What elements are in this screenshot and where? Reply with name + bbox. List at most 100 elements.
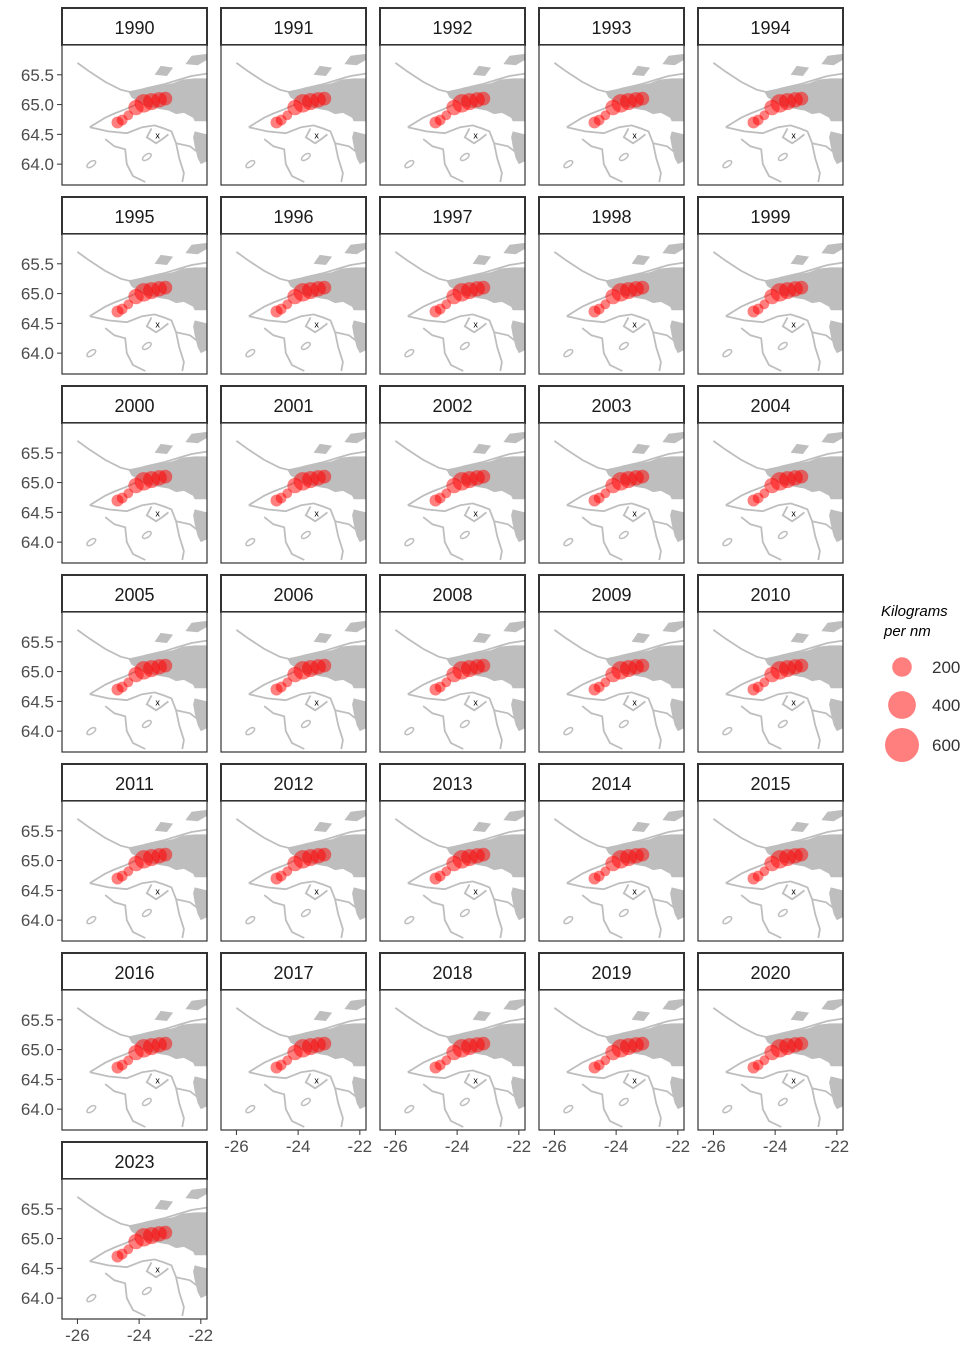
land-mass <box>472 632 492 643</box>
island-outline <box>86 1293 97 1303</box>
y-tick-label: 65.5 <box>21 66 54 85</box>
coastline <box>394 1007 525 1039</box>
coastline <box>334 142 358 153</box>
facet-2018: 2018 x <box>379 952 526 1131</box>
island-outline <box>459 719 470 729</box>
coastline <box>89 292 137 317</box>
coastline <box>263 516 305 561</box>
coastline <box>89 859 137 884</box>
coastline <box>566 292 614 317</box>
coastline <box>104 1083 146 1128</box>
island-outline <box>300 341 311 351</box>
panel-border <box>61 611 208 753</box>
catch-point <box>794 280 809 295</box>
facet-2011: 2011 x <box>61 763 208 942</box>
facet-2013: 2013 x <box>379 763 526 942</box>
island-outline <box>777 908 788 918</box>
island-outline <box>86 159 97 169</box>
catch-point <box>635 469 650 484</box>
facet-label: 2004 <box>750 396 790 416</box>
coastline <box>89 1237 137 1262</box>
coastline <box>811 709 835 720</box>
coastline <box>712 440 843 472</box>
island-outline <box>86 537 97 547</box>
x-tick-label: -22 <box>189 1326 214 1345</box>
coastline <box>145 505 169 523</box>
zero-catch-marker: x <box>632 1075 637 1085</box>
island-outline <box>245 1104 256 1114</box>
coastline <box>493 142 517 153</box>
coastline <box>781 1072 805 1090</box>
catch-point <box>158 658 173 673</box>
island-outline <box>404 348 415 358</box>
land-mass <box>472 821 492 832</box>
facet-1991: 1991 x <box>220 7 367 186</box>
land-mass <box>662 620 684 633</box>
land-mass <box>662 53 684 66</box>
y-tick-label: 64.0 <box>21 911 54 930</box>
catch-point <box>476 1036 491 1051</box>
coastline <box>104 894 146 939</box>
facet-label: 1999 <box>750 207 790 227</box>
land-mass <box>344 53 366 66</box>
coastline <box>566 481 614 506</box>
facet-strip <box>61 1141 208 1180</box>
coastline <box>235 62 366 94</box>
island-outline <box>618 152 629 162</box>
coastline <box>740 138 782 183</box>
island-outline <box>563 915 574 925</box>
coastline <box>422 327 464 372</box>
land-mass <box>821 53 843 66</box>
coastline <box>263 894 305 939</box>
island-outline <box>245 726 256 736</box>
y-tick-label: 64.0 <box>21 722 54 741</box>
coastline <box>394 818 525 850</box>
land-mass <box>790 632 810 643</box>
island-outline <box>722 1104 733 1114</box>
y-tick-label: 65.0 <box>21 285 54 304</box>
coastline <box>712 818 843 850</box>
coastline <box>407 292 455 317</box>
zero-catch-marker: x <box>473 697 478 707</box>
facet-strip <box>538 196 685 235</box>
island-outline <box>618 908 629 918</box>
catch-point <box>794 91 809 106</box>
island-outline <box>459 341 470 351</box>
coastline <box>725 103 773 128</box>
catch-point <box>794 1036 809 1051</box>
island-outline <box>777 530 788 540</box>
land-mass <box>352 320 366 354</box>
coastline <box>175 1276 199 1287</box>
island-outline <box>722 915 733 925</box>
catch-point <box>317 658 332 673</box>
land-mass <box>790 821 810 832</box>
facet-label: 2017 <box>273 963 313 983</box>
panel-border <box>379 422 526 564</box>
coastline <box>463 127 487 145</box>
panel-border <box>220 989 367 1131</box>
coastline <box>740 705 782 750</box>
facet-1995: 1995 x <box>61 196 208 375</box>
facet-label: 2005 <box>114 585 154 605</box>
island-outline <box>300 1097 311 1107</box>
facet-label: 1998 <box>591 207 631 227</box>
land-mass <box>344 242 366 255</box>
coastline <box>248 859 296 884</box>
y-tick-label: 64.5 <box>21 881 54 900</box>
land-mass <box>352 698 366 732</box>
facet-2006: 2006 x <box>220 574 367 753</box>
coastline <box>89 1048 137 1073</box>
y-tick-label: 64.0 <box>21 1289 54 1308</box>
land-mass <box>821 998 843 1011</box>
coastline <box>89 880 185 939</box>
land-mass <box>193 887 207 921</box>
y-tick-label: 65.0 <box>21 663 54 682</box>
coastline <box>334 1087 358 1098</box>
coastline <box>553 62 684 94</box>
panel-border <box>61 1178 208 1320</box>
island-outline <box>722 726 733 736</box>
x-tick-label: -26 <box>224 1137 249 1156</box>
coastline <box>422 516 464 561</box>
coastline <box>334 898 358 909</box>
coastline <box>725 1069 821 1128</box>
